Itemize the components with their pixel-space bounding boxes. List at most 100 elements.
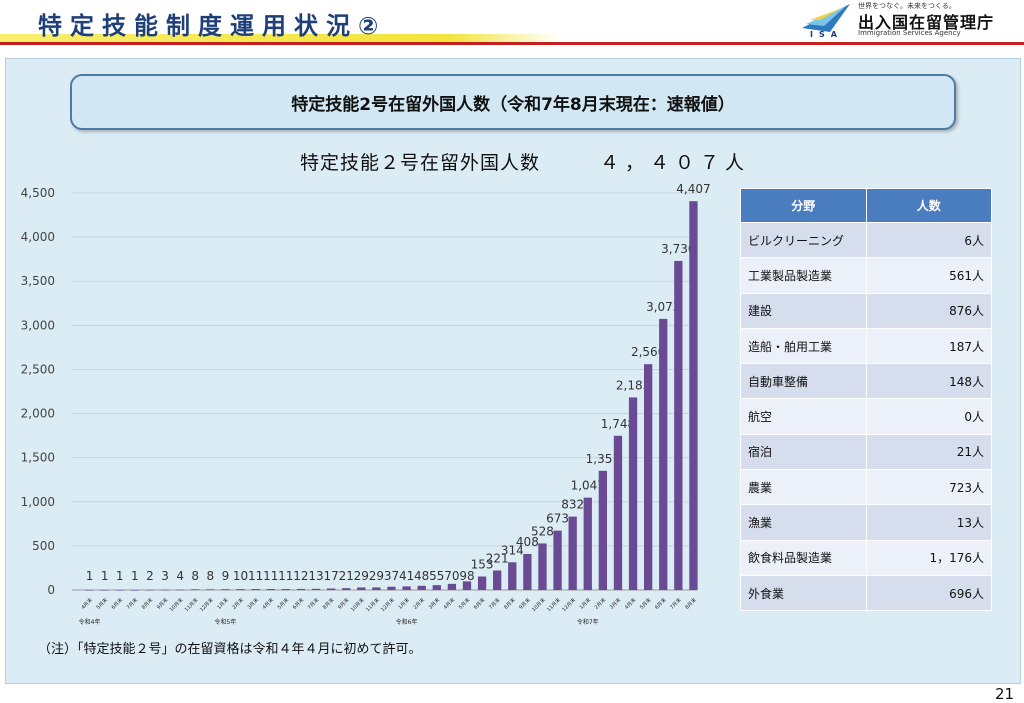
data-label: 48 bbox=[414, 569, 429, 583]
y-tick-label: 500 bbox=[32, 539, 55, 553]
bar bbox=[598, 470, 608, 590]
table-cell-field: 航空 bbox=[740, 398, 867, 435]
y-tick-label: 3,500 bbox=[21, 274, 55, 288]
x-tick-label: 5月末 bbox=[638, 596, 652, 610]
x-tick-label: 7月末 bbox=[668, 596, 682, 610]
x-tick-label: 5月末 bbox=[276, 596, 290, 610]
data-label: 11 bbox=[278, 569, 293, 583]
bar bbox=[644, 364, 653, 590]
table-row: 農業 723人 bbox=[740, 469, 992, 506]
bar bbox=[493, 570, 502, 590]
table-cell-field: 工業製品製造業 bbox=[740, 257, 867, 294]
data-label: 8 bbox=[191, 569, 199, 583]
data-label: 13 bbox=[308, 569, 323, 583]
bar bbox=[357, 587, 366, 590]
x-tick-label: 12月末 bbox=[198, 596, 215, 613]
table-row: 自動車整備 148人 bbox=[740, 363, 992, 400]
data-label: 11 bbox=[248, 569, 263, 583]
x-tick-label: 12月末 bbox=[561, 596, 578, 613]
data-label: 98 bbox=[459, 569, 474, 583]
x-tick-label: 5月末 bbox=[95, 596, 109, 610]
x-tick-label: 8月末 bbox=[140, 596, 154, 610]
data-label: 1,351 bbox=[586, 452, 620, 466]
era-label: 令和5年 bbox=[215, 618, 237, 626]
data-label: 41 bbox=[399, 569, 414, 583]
data-label: 9 bbox=[222, 569, 230, 583]
isa-logo-icon bbox=[802, 4, 850, 32]
bar bbox=[387, 586, 396, 590]
bar bbox=[538, 543, 547, 590]
bar bbox=[311, 588, 321, 590]
bar bbox=[568, 516, 577, 590]
logo-abbr: ISA bbox=[810, 30, 843, 39]
chart-title-text: 特定技能２号在留外国人数 bbox=[300, 152, 541, 174]
bar bbox=[583, 497, 592, 590]
footnote: （注）「特定技能２号」の在留資格は令和４年４月に初めて許可。 bbox=[38, 642, 422, 657]
x-tick-label: 3月末 bbox=[246, 596, 260, 610]
table-cell-count: 876人 bbox=[865, 292, 992, 329]
y-tick-label: 2,500 bbox=[21, 362, 55, 376]
era-label: 令和6年 bbox=[396, 618, 418, 626]
table-row: 造船・舶用工業 187人 bbox=[740, 327, 992, 365]
x-tick-label: 11月末 bbox=[364, 596, 381, 613]
era-label: 令和4年 bbox=[79, 618, 101, 626]
data-label: 1 bbox=[86, 569, 94, 583]
data-label: 17 bbox=[323, 569, 338, 583]
x-tick-label: 10月末 bbox=[530, 596, 547, 613]
slide-header: 特定技能制度運用状況② ISA 世界をつなぐ。未来をつくる。 出入国在留管理庁 … bbox=[0, 0, 1024, 48]
x-tick-label: 6月末 bbox=[110, 596, 124, 610]
data-label: 10 bbox=[233, 569, 248, 583]
table-cell-field: 漁業 bbox=[740, 504, 867, 541]
banner-heading: 特定技能2号在留外国人数（令和7年8月末現在：速報値） bbox=[70, 74, 956, 130]
x-tick-label: 3月末 bbox=[608, 596, 622, 610]
bar bbox=[296, 588, 306, 590]
bar bbox=[659, 318, 668, 590]
page-number: 21 bbox=[995, 685, 1015, 703]
data-label: 21 bbox=[339, 569, 354, 583]
chart-title: 特定技能２号在留外国人数 ４，４０７人 bbox=[300, 148, 750, 175]
x-tick-label: 9月末 bbox=[155, 596, 169, 610]
bar bbox=[553, 530, 562, 590]
data-label: 3 bbox=[161, 569, 169, 583]
y-tick-label: 1,500 bbox=[21, 451, 55, 465]
table-cell-count: 0人 bbox=[865, 398, 992, 435]
x-tick-label: 8月末 bbox=[321, 596, 335, 610]
bar bbox=[613, 435, 623, 590]
x-tick-label: 5月末 bbox=[457, 596, 471, 610]
data-label: 528 bbox=[531, 524, 554, 538]
data-label: 55 bbox=[429, 569, 444, 583]
data-label: 29 bbox=[369, 569, 384, 583]
table-row: 外食業 696人 bbox=[740, 574, 992, 612]
table-cell-field: 宿泊 bbox=[740, 433, 867, 471]
x-tick-label: 6月末 bbox=[653, 596, 667, 610]
x-tick-label: 1月末 bbox=[216, 596, 230, 610]
data-label: 4,407 bbox=[676, 182, 710, 196]
field-count-table: 分野 人数 ビルクリーニング 6人 工業製品製造業 561人 建設 876人 造船・舶用工業… bbox=[740, 188, 992, 612]
bar bbox=[236, 589, 245, 590]
table-cell-field: 自動車整備 bbox=[740, 363, 867, 400]
slide-title: 特定技能制度運用状況② bbox=[38, 12, 387, 40]
x-tick-label: 11月末 bbox=[183, 596, 200, 613]
x-tick-label: 6月末 bbox=[472, 596, 486, 610]
table-row: 漁業 13人 bbox=[740, 504, 992, 541]
bar bbox=[145, 589, 155, 591]
data-label: 153 bbox=[471, 558, 494, 572]
x-tick-label: 7月末 bbox=[125, 596, 139, 610]
table-cell-count: 561人 bbox=[865, 257, 992, 294]
y-tick-label: 4,500 bbox=[21, 186, 55, 200]
y-tick-label: 1,000 bbox=[21, 495, 55, 509]
data-label: 1 bbox=[116, 569, 124, 583]
bar bbox=[689, 201, 698, 591]
bar bbox=[251, 589, 260, 590]
x-tick-label: 4月末 bbox=[261, 596, 275, 610]
data-label: 1 bbox=[101, 569, 109, 583]
table-row: ビルクリーニング 6人 bbox=[740, 221, 992, 259]
chart-total: ４，４０７人 bbox=[600, 152, 751, 174]
bar bbox=[191, 589, 200, 590]
x-tick-label: 10月末 bbox=[349, 596, 366, 613]
data-label: 37 bbox=[384, 569, 399, 583]
table-cell-field: 農業 bbox=[740, 469, 867, 506]
data-label: 2,560 bbox=[631, 345, 665, 359]
logo-agency-name: 出入国在留管理庁 bbox=[858, 13, 995, 32]
table-cell-count: 187人 bbox=[865, 327, 992, 365]
